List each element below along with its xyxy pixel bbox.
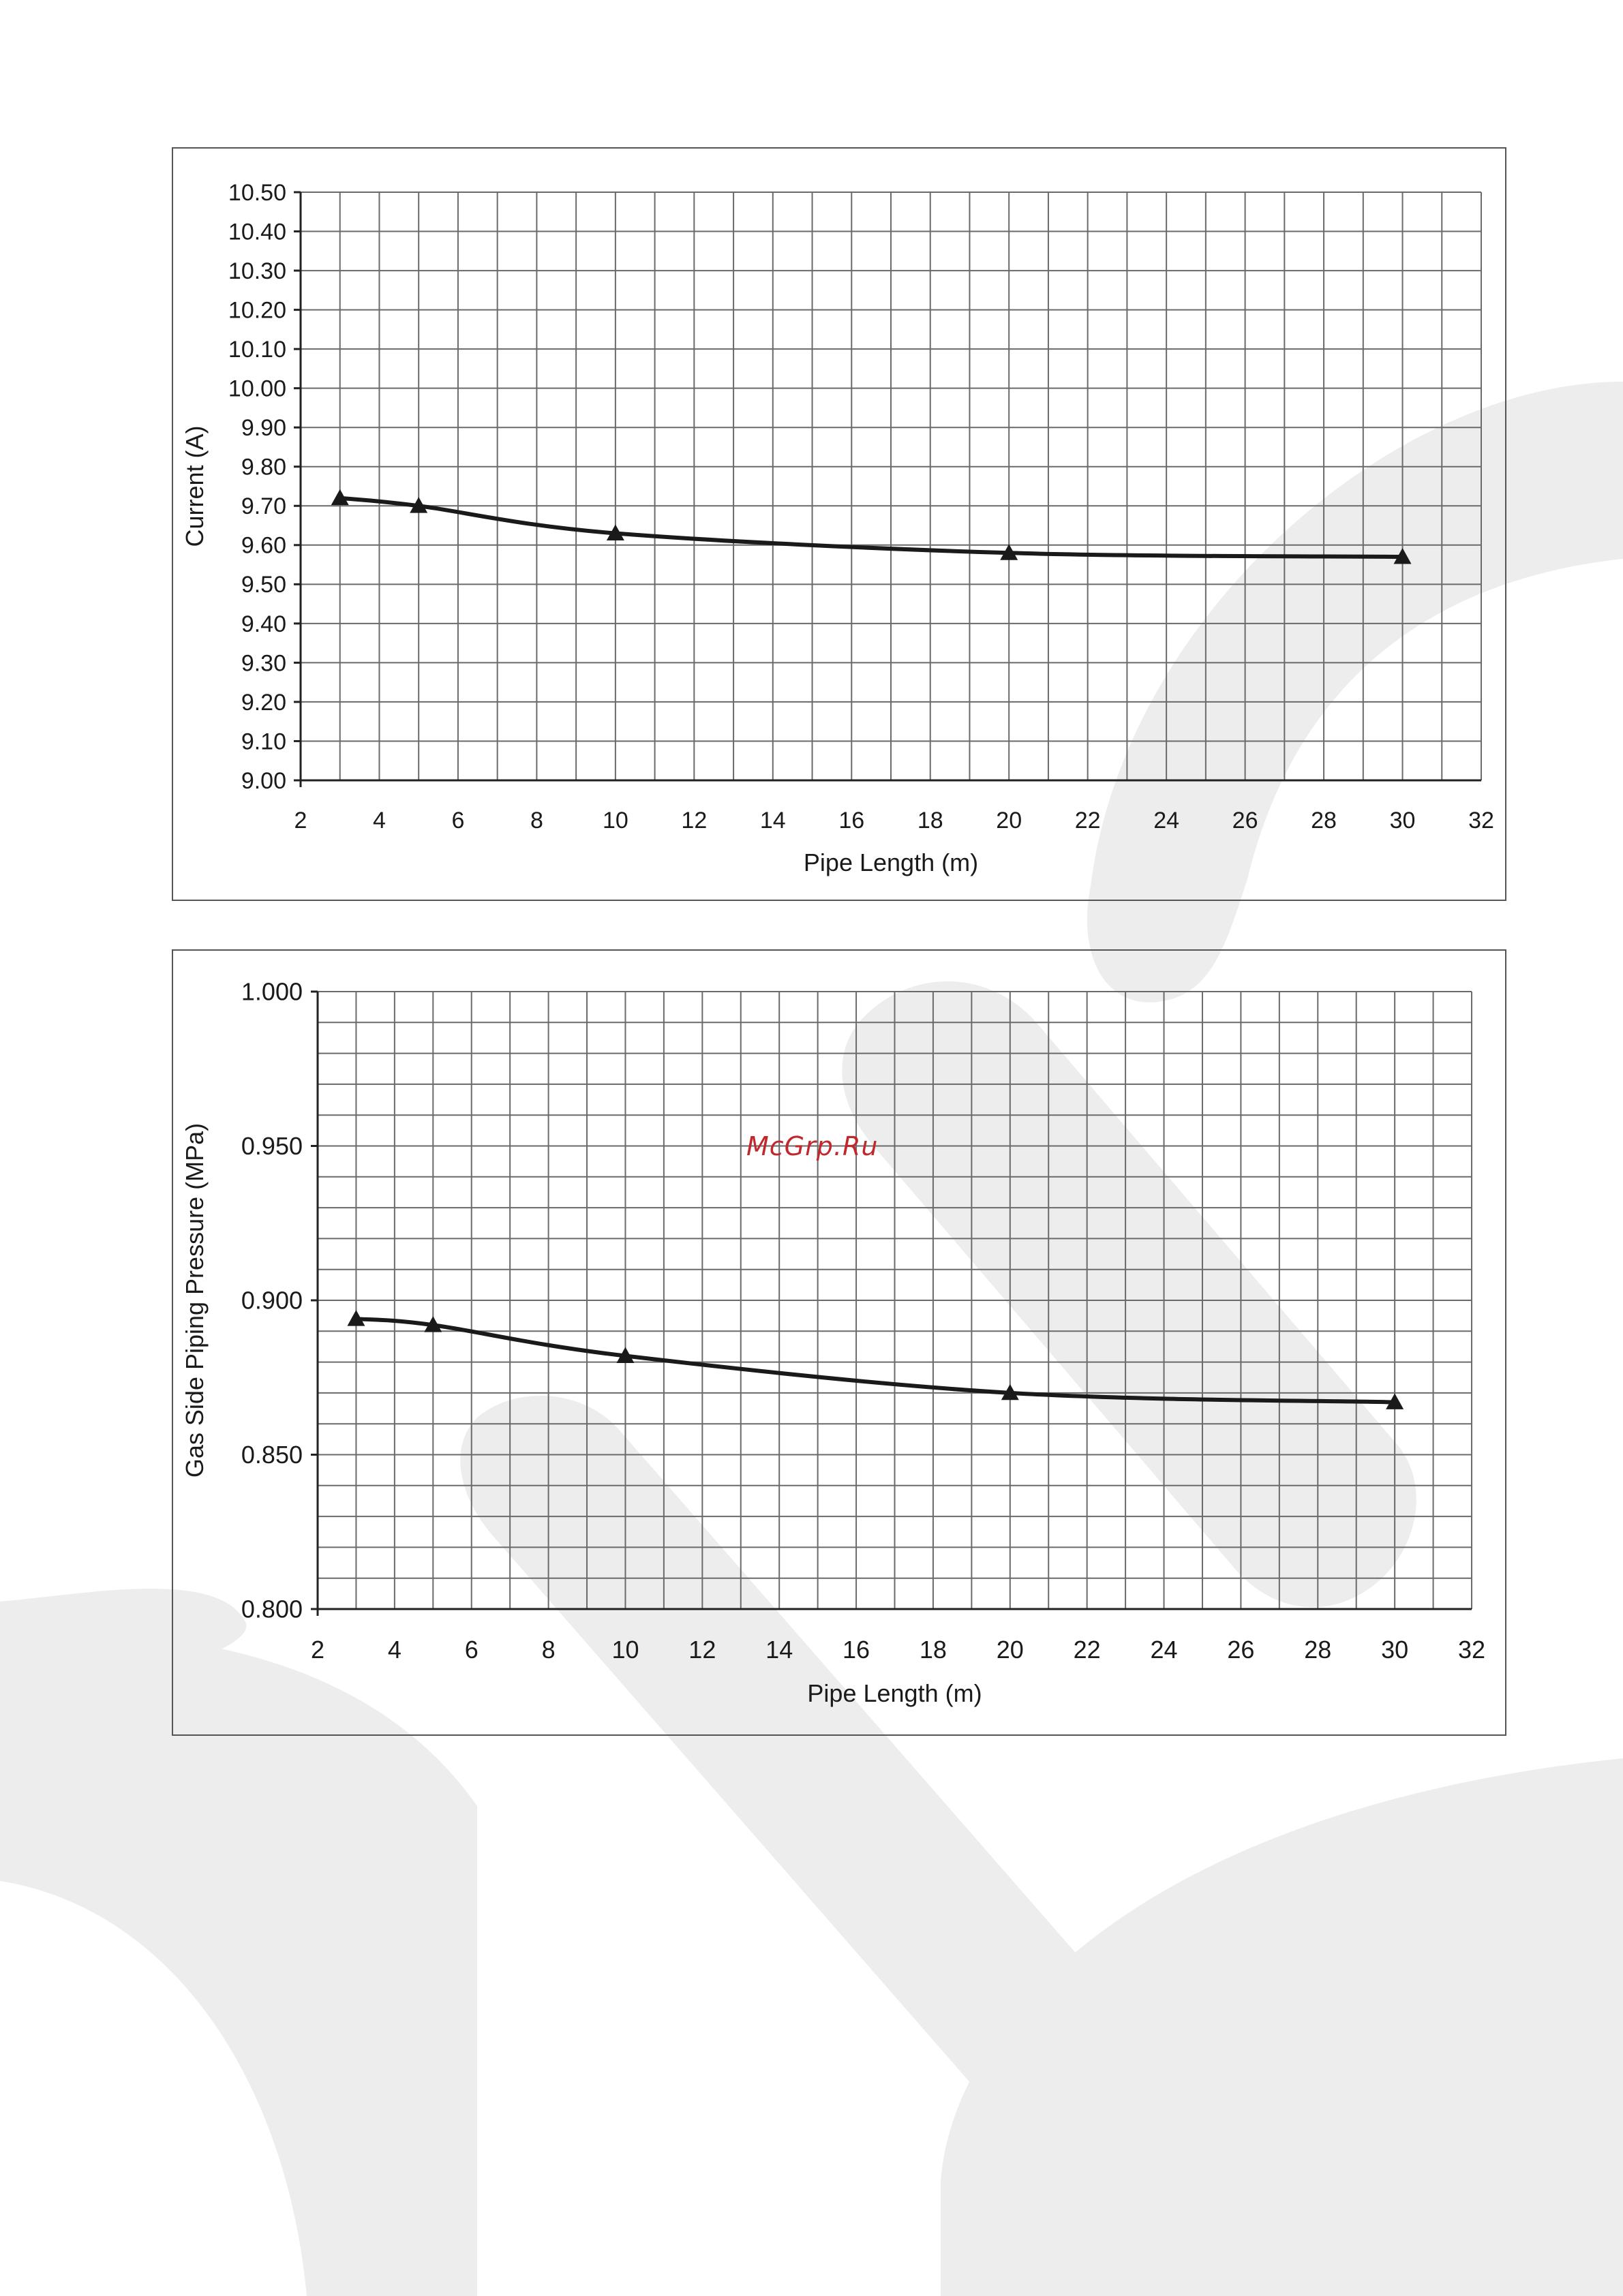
y-tick-label: 0.800 [241, 1595, 303, 1623]
y-tick-label: 1.000 [241, 978, 303, 1006]
x-tick-label: 32 [1458, 1636, 1485, 1664]
x-tick-label: 24 [1151, 1636, 1178, 1664]
chart-frame-pressure [172, 949, 1506, 1736]
x-tick-label: 20 [996, 808, 1022, 833]
x-tick-label: 12 [681, 808, 707, 833]
y-tick-label: 9.60 [241, 533, 286, 559]
data-point-triangle [616, 1347, 635, 1363]
plot-grid [317, 991, 1472, 1610]
y-tick-label: 9.90 [241, 415, 286, 441]
y-tick-label: 9.40 [241, 611, 286, 637]
x-tick-label: 28 [1304, 1636, 1331, 1664]
data-point-triangle [424, 1316, 442, 1332]
x-tick-label: 30 [1381, 1636, 1408, 1664]
y-tick-label: 10.00 [228, 376, 286, 402]
y-tick-label: 10.50 [228, 180, 286, 206]
x-tick-label: 16 [843, 1636, 870, 1664]
x-tick-label: 12 [688, 1636, 716, 1664]
y-tick-label: 10.30 [228, 258, 286, 284]
x-tick-label: 32 [1468, 808, 1494, 833]
y-tick-label: 9.20 [241, 690, 286, 716]
x-tick-label: 26 [1227, 1636, 1254, 1664]
x-tick-label: 28 [1311, 808, 1337, 833]
x-tick-label: 22 [1075, 808, 1101, 833]
y-axis-label: Gas Side Piping Pressure (MPa) [181, 1123, 209, 1478]
watermark-text: McGrp.Ru [746, 1131, 879, 1161]
x-tick-label: 4 [388, 1636, 401, 1664]
x-axis-label: Pipe Length (m) [804, 848, 978, 876]
x-axis-label: Pipe Length (m) [807, 1679, 982, 1707]
x-tick-label: 18 [920, 1636, 947, 1664]
plot-grid [300, 192, 1482, 781]
data-point-triangle [1000, 544, 1018, 560]
x-tick-label: 16 [838, 808, 864, 833]
x-tick-label: 26 [1232, 808, 1258, 833]
y-tick-label: 9.30 [241, 650, 286, 676]
x-tick-label: 14 [765, 1636, 793, 1664]
x-tick-label: 8 [542, 1636, 556, 1664]
y-tick-label: 0.900 [241, 1287, 303, 1315]
x-tick-label: 14 [760, 808, 786, 833]
x-tick-label: 10 [603, 808, 628, 833]
y-tick-label: 10.10 [228, 337, 286, 363]
data-point-triangle [331, 489, 349, 506]
y-tick-label: 9.10 [241, 729, 286, 754]
x-tick-label: 30 [1390, 808, 1416, 833]
y-tick-label: 0.950 [241, 1132, 303, 1160]
data-point-triangle [606, 524, 624, 540]
data-point-triangle [1393, 548, 1412, 564]
x-tick-label: 2 [311, 1636, 324, 1664]
y-tick-label: 9.80 [241, 455, 286, 480]
chart-frame-current [172, 147, 1506, 901]
current-vs-pipe-length-chart: 9.00 9.10 9.20 9.30 9.40 9.50 9.60 9.70 9.80 9.90… [181, 180, 1494, 876]
x-tick-label: 2 [294, 808, 307, 833]
data-point-triangle [1001, 1383, 1019, 1400]
x-tick-label: 6 [465, 1636, 479, 1664]
x-tick-label: 24 [1153, 808, 1179, 833]
x-tick-label: 10 [611, 1636, 639, 1664]
y-tick-label: 10.40 [228, 219, 286, 245]
x-tick-label: 4 [373, 808, 386, 833]
x-tick-label: 8 [530, 808, 543, 833]
y-tick-label: 9.00 [241, 768, 286, 794]
x-tick-label: 20 [997, 1636, 1024, 1664]
x-tick-label: 6 [451, 808, 464, 833]
y-tick-label: 9.70 [241, 493, 286, 519]
x-tick-label: 22 [1074, 1636, 1101, 1664]
data-point-triangle [347, 1310, 365, 1326]
x-tick-label: 18 [917, 808, 943, 833]
y-axis-label: Current (A) [181, 425, 209, 547]
data-point-triangle [410, 497, 428, 513]
y-tick-label: 0.850 [241, 1441, 303, 1469]
data-point-triangle [1386, 1393, 1404, 1409]
y-tick-label: 10.20 [228, 298, 286, 324]
y-tick-label: 9.50 [241, 572, 286, 598]
